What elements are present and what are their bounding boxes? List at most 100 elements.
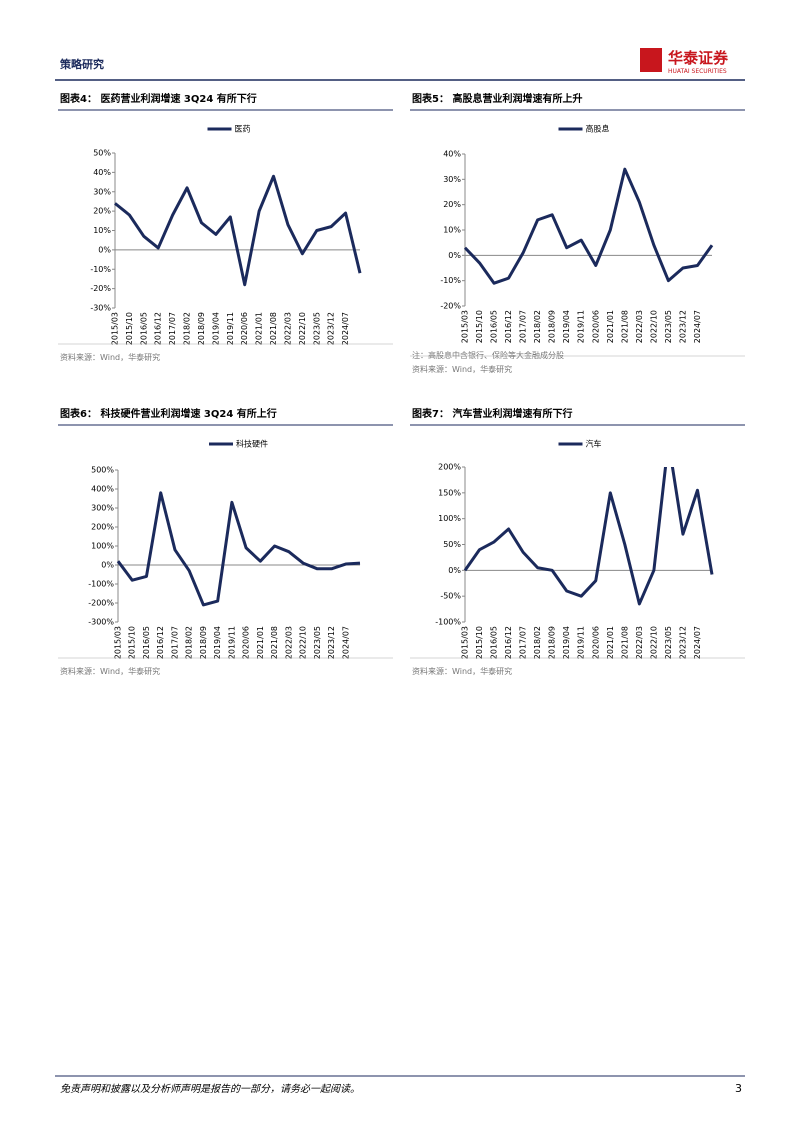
x-tick-label: 2015/10 <box>125 312 134 345</box>
x-tick-label: 2023/05 <box>313 626 322 659</box>
y-tick-label: -30% <box>90 304 111 313</box>
x-tick-label: 2016/05 <box>142 626 151 659</box>
x-tick-label: 2023/05 <box>664 310 673 343</box>
y-tick-label: -200% <box>88 599 114 608</box>
x-tick-label: 2020/06 <box>240 312 249 345</box>
y-tick-label: -100% <box>88 580 114 589</box>
x-tick-label: 2019/11 <box>227 626 236 659</box>
x-tick-label: 2017/07 <box>519 310 528 343</box>
x-tick-label: 2022/10 <box>298 312 307 345</box>
x-tick-label: 2022/10 <box>649 626 658 659</box>
y-tick-label: -10% <box>90 265 111 274</box>
x-tick-label: 2016/12 <box>504 310 513 343</box>
x-tick-label: 2020/06 <box>242 626 251 659</box>
y-tick-label: 200% <box>91 523 114 532</box>
x-tick-label: 2018/09 <box>197 312 206 345</box>
y-tick-label: -100% <box>435 618 461 627</box>
x-tick-label: 2019/04 <box>211 312 220 345</box>
y-tick-label: 50% <box>443 540 461 549</box>
series-line <box>463 467 714 606</box>
y-tick-label: 10% <box>93 226 111 235</box>
legend-label: 汽车 <box>586 439 602 449</box>
x-tick-label: 2019/04 <box>213 626 222 659</box>
y-tick-label: -20% <box>90 284 111 293</box>
figure-title: 图表7： 汽车营业利润增速有所下行 <box>412 407 572 420</box>
x-tick-label: 2020/06 <box>591 626 600 659</box>
footer-disclaimer: 免责声明和披露以及分析师声明是报告的一部分，请务必一起阅读。 <box>60 1083 360 1095</box>
x-tick-label: 2016/12 <box>504 626 513 659</box>
x-tick-label: 2019/04 <box>562 626 571 659</box>
x-tick-label: 2018/09 <box>548 310 557 343</box>
x-tick-label: 2017/07 <box>170 626 179 659</box>
figure-source: 资料来源：Wind，华泰研究 <box>60 666 160 676</box>
figure-source: 资料来源：Wind，华泰研究 <box>60 352 160 362</box>
x-tick-label: 2018/02 <box>533 626 542 659</box>
x-tick-label: 2022/03 <box>635 310 644 343</box>
x-tick-label: 2021/01 <box>606 626 615 659</box>
x-tick-label: 2023/05 <box>312 312 321 345</box>
x-tick-label: 2015/03 <box>461 626 470 659</box>
x-tick-label: 2017/07 <box>519 626 528 659</box>
y-tick-label: 20% <box>93 207 111 216</box>
x-tick-label: 2022/10 <box>299 626 308 659</box>
x-tick-label: 2019/11 <box>226 312 235 345</box>
x-tick-label: 2015/03 <box>114 626 123 659</box>
x-tick-label: 2015/10 <box>128 626 137 659</box>
x-tick-label: 2019/11 <box>577 626 586 659</box>
x-tick-label: 2023/12 <box>678 626 687 659</box>
y-tick-label: 0% <box>98 245 111 254</box>
x-tick-label: 2016/05 <box>490 626 499 659</box>
figure-source: 资料来源：Wind，华泰研究 <box>412 666 512 676</box>
y-tick-label: 300% <box>91 504 114 513</box>
x-tick-label: 2018/09 <box>199 626 208 659</box>
figure-note: 注：高股息中含银行、保险等大金融成分股 <box>412 350 564 360</box>
y-tick-label: 40% <box>443 150 461 159</box>
x-tick-label: 2015/03 <box>461 310 470 343</box>
x-tick-label: 2022/03 <box>635 626 644 659</box>
series-line <box>114 174 362 287</box>
series-line <box>463 167 714 285</box>
x-tick-label: 2019/11 <box>577 310 586 343</box>
x-tick-label: 2016/12 <box>156 626 165 659</box>
y-tick-label: 150% <box>438 488 461 497</box>
x-tick-label: 2024/07 <box>341 626 350 659</box>
y-tick-label: -50% <box>440 592 461 601</box>
x-tick-label: 2023/12 <box>327 626 336 659</box>
y-tick-label: 0% <box>448 566 461 575</box>
x-tick-label: 2023/12 <box>678 310 687 343</box>
figure-title: 图表6： 科技硬件营业利润增速 3Q24 有所上行 <box>60 407 277 420</box>
x-tick-label: 2024/07 <box>341 312 350 345</box>
x-tick-label: 2015/10 <box>475 310 484 343</box>
header-title: 策略研究 <box>59 57 104 71</box>
x-tick-label: 2019/04 <box>562 310 571 343</box>
y-tick-label: 50% <box>93 149 111 158</box>
y-tick-label: -20% <box>440 302 461 311</box>
logo-cn: 华泰证券 <box>668 49 729 67</box>
x-tick-label: 2021/08 <box>620 310 629 343</box>
y-tick-label: 0% <box>448 251 461 260</box>
y-tick-label: 200% <box>438 463 461 472</box>
x-tick-label: 2021/01 <box>256 626 265 659</box>
series-line <box>116 491 361 607</box>
x-tick-label: 2021/01 <box>255 312 264 345</box>
x-tick-label: 2015/10 <box>475 626 484 659</box>
x-tick-label: 2023/12 <box>327 312 336 345</box>
y-tick-label: 100% <box>438 514 461 523</box>
legend-label: 高股息 <box>586 124 610 134</box>
x-tick-label: 2021/08 <box>270 626 279 659</box>
x-tick-label: 2016/05 <box>490 310 499 343</box>
x-tick-label: 2020/06 <box>591 310 600 343</box>
y-tick-label: 30% <box>443 175 461 184</box>
y-tick-label: 10% <box>443 226 461 235</box>
y-tick-label: -300% <box>88 618 114 627</box>
y-tick-label: 400% <box>91 485 114 494</box>
x-tick-label: 2021/08 <box>620 626 629 659</box>
x-tick-label: 2022/10 <box>649 310 658 343</box>
figure-title: 图表5： 高股息营业利润增速有所上升 <box>412 92 582 105</box>
y-tick-label: 30% <box>93 187 111 196</box>
y-tick-label: 20% <box>443 200 461 209</box>
x-tick-label: 2021/08 <box>269 312 278 345</box>
x-tick-label: 2018/02 <box>185 626 194 659</box>
